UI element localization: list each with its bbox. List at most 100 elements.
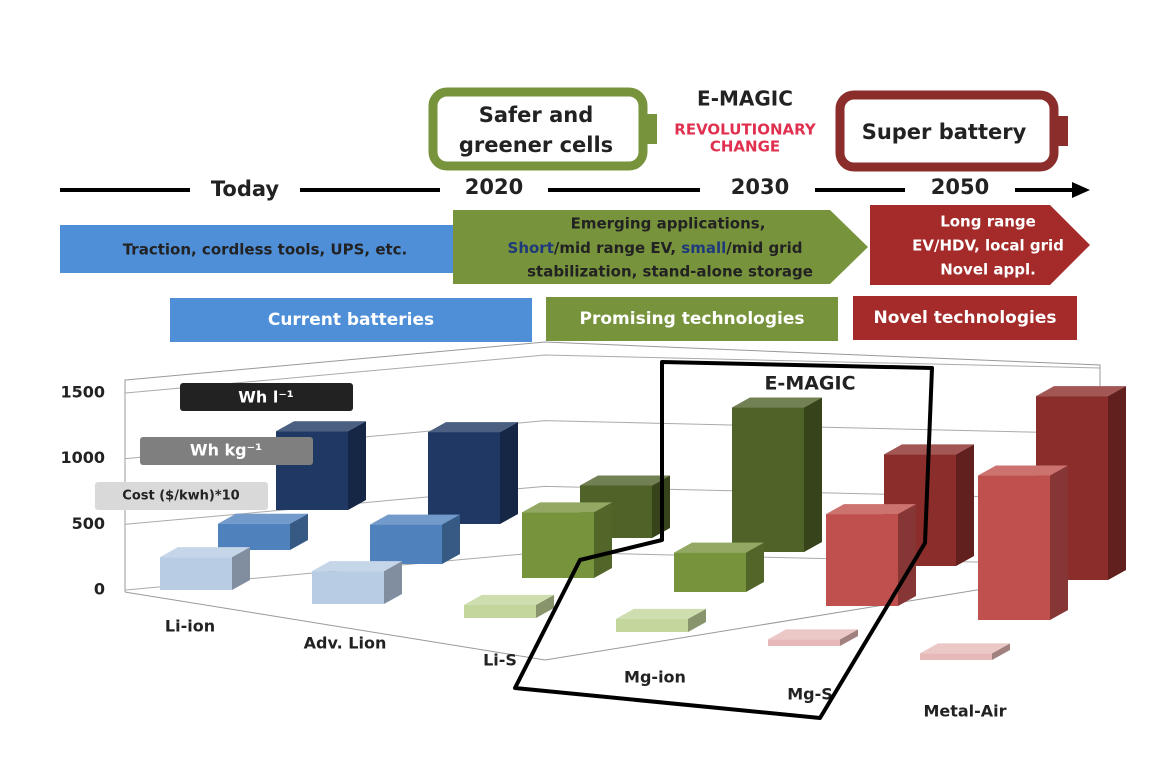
y-tick-label: 0 (94, 580, 105, 599)
bar-side (442, 514, 460, 564)
bar-front (674, 552, 746, 592)
bar-shade (992, 643, 1010, 660)
bar-highlight (768, 629, 858, 640)
x-tick-label: Li-ion (165, 617, 215, 636)
bar-shade (442, 514, 460, 564)
x-tick-label: Mg-ion (624, 668, 686, 687)
timeline-label: Today (211, 177, 280, 201)
bar-front (218, 523, 290, 550)
bar-side (500, 422, 518, 524)
bar (768, 629, 858, 646)
bar-top (826, 504, 916, 515)
bar-highlight (580, 475, 670, 486)
bar-front (522, 512, 594, 578)
bar-highlight (464, 594, 554, 605)
change-text: CHANGE (710, 138, 780, 156)
bar (464, 594, 554, 618)
bar-side (384, 561, 402, 604)
app-text: Novel appl. (940, 261, 1036, 279)
bar-side (232, 547, 250, 590)
bar-side (840, 629, 858, 646)
legend-tag (140, 437, 313, 465)
bar-side (536, 594, 554, 618)
bar-highlight (370, 514, 460, 525)
bar-highlight (1036, 386, 1126, 397)
bar-shade (746, 542, 764, 592)
bar-front (464, 604, 536, 618)
battery-text: greener cells (459, 133, 613, 157)
bar-side (688, 608, 706, 632)
bar-side (290, 513, 308, 550)
highlight-word: small (681, 239, 726, 257)
bar-top (522, 502, 612, 513)
bar-highlight (522, 502, 612, 513)
bar-top (674, 542, 764, 553)
band (170, 298, 532, 342)
bar (276, 421, 366, 510)
bar-highlight (978, 465, 1068, 476)
bar-shade (1050, 465, 1068, 620)
band-label: Promising technologies (580, 309, 805, 329)
grid-line (124, 354, 1101, 394)
bar-shade (1108, 386, 1126, 580)
y-tick-label: 1000 (60, 448, 105, 467)
x-tick-label: Mg-S (787, 685, 833, 704)
bar-top (160, 547, 250, 558)
app-text: EV/HDV, local grid (912, 237, 1064, 255)
bar-top (978, 465, 1068, 476)
bar-highlight (920, 643, 1010, 654)
bar-front (616, 618, 688, 632)
bar (674, 542, 764, 592)
app-arrow (453, 210, 868, 284)
bar (218, 513, 308, 550)
bar-highlight (826, 504, 916, 515)
bar-shade (500, 422, 518, 524)
bar (732, 397, 822, 552)
bar (978, 465, 1068, 620)
legend-label: Wh l⁻¹ (238, 388, 294, 407)
x-tick-label: Li-S (483, 651, 517, 670)
x-tick-label: Metal-Air (923, 702, 1006, 721)
timeline-label: 2030 (731, 175, 789, 199)
bar-top (1036, 386, 1126, 397)
app-box (60, 225, 460, 273)
bar-shade (536, 594, 554, 618)
bar-shade (348, 421, 366, 510)
bar-side (804, 397, 822, 552)
chart: 0 500 1000 1500 Li-ion Adv. Lion Li-S Mg-ion Mg-… (60, 354, 1126, 721)
bar-top (580, 475, 670, 486)
y-tick-label: 500 (72, 514, 105, 533)
bar-shade (898, 504, 916, 606)
bar-front (370, 524, 442, 564)
bar-shade (384, 561, 402, 604)
bar-highlight (160, 547, 250, 558)
app-text: Long range (940, 213, 1036, 231)
legend-tag (95, 482, 268, 510)
bar-shade (688, 608, 706, 632)
highlight-box (513, 360, 934, 720)
highlight-word: Short (508, 239, 554, 257)
x-tick-label: Adv. Lion (304, 634, 387, 653)
bar-side (992, 643, 1010, 660)
bar-front (920, 653, 992, 660)
chart-frame (124, 341, 1101, 661)
legend-tag (180, 383, 353, 411)
app-text: stabilization, stand-alone storage (527, 263, 813, 281)
bar (428, 422, 518, 524)
bar-front (312, 571, 384, 604)
arrow-head (1072, 182, 1090, 198)
bar-highlight (674, 542, 764, 553)
bar (616, 608, 706, 632)
legend-label: Wh kg⁻¹ (190, 441, 262, 460)
app-word: /mid grid (726, 239, 802, 257)
battery-tip (1054, 116, 1068, 146)
legend-label: Cost ($/kwh)*10 (122, 489, 239, 504)
bar-highlight (428, 422, 518, 433)
bar-shade (840, 629, 858, 646)
change-text: REVOLUTIONARY (674, 121, 817, 139)
bar-top (428, 422, 518, 433)
bar-shade (290, 513, 308, 550)
bar-front (826, 514, 898, 606)
app-text: Emerging applications, (571, 215, 766, 233)
bar (370, 514, 460, 564)
